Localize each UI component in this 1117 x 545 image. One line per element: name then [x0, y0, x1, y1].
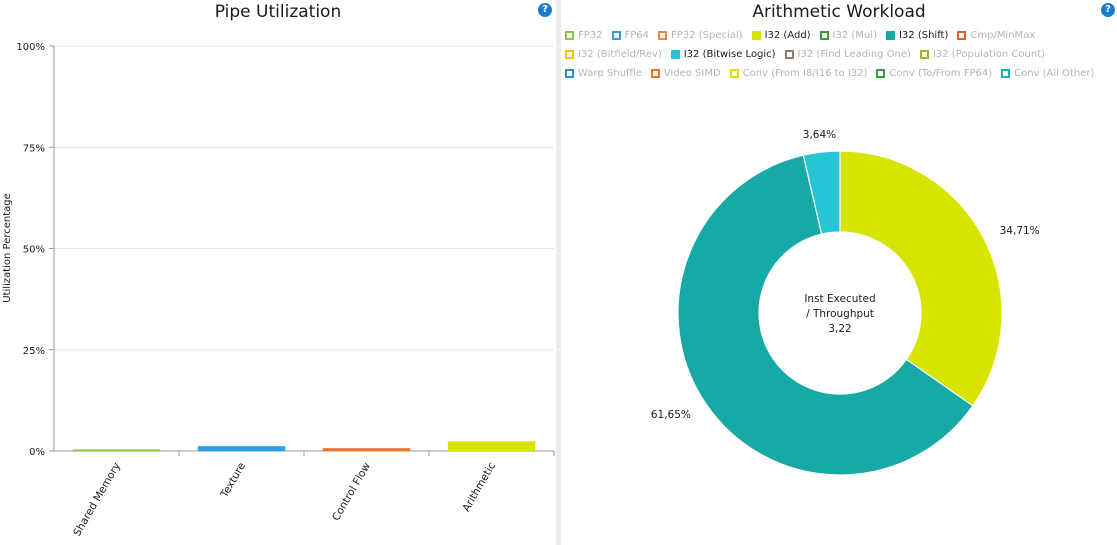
legend-label: Conv (All Other) [1014, 68, 1095, 79]
y-tick-label: 75% [23, 143, 45, 154]
pipe-utilization-panel: Pipe Utilization ? 0% 25% 50% 75% 100% Share… [0, 0, 556, 545]
panel-divider [556, 0, 561, 545]
legend-swatch-icon [784, 50, 794, 59]
legend-swatch-icon [919, 50, 929, 59]
legend-swatch-icon [957, 31, 967, 40]
legend-swatch-icon [876, 69, 886, 78]
legend-item-i32-population-count[interactable]: I32 (Population Count) [919, 49, 1046, 60]
legend-row: I32 (Bitfield/Rev) I32 (Bitwise Logic) I32… [565, 45, 1117, 64]
legend-label: FP32 (Special) [671, 30, 743, 41]
legend-item-i32-find-leading-one[interactable]: I32 (Find Leading One) [784, 49, 911, 60]
legend-swatch-icon [885, 31, 895, 40]
center-label-line2: / Throughput [806, 308, 874, 320]
legend-label: Conv (To/From FP64) [889, 68, 993, 79]
legend-item-conv-from-i8-i16-to-i32[interactable]: Conv (From I8/I16 to I32) [729, 68, 868, 79]
legend-row: FP32 FP64 FP32 (Special) I32 (Add) I32 (Mul)… [565, 26, 1117, 45]
bar-texture[interactable] [197, 446, 286, 451]
pipe-utilization-help-icon[interactable]: ? [538, 3, 552, 17]
legend-label: I32 (Population Count) [932, 49, 1046, 60]
slice-value-label: 61,65% [651, 409, 691, 421]
slice-i32-bitwise-logic[interactable] [802, 150, 841, 235]
y-tick-label: 0% [29, 447, 45, 458]
x-tick-label: Texture [218, 461, 248, 501]
legend-label: FP32 [578, 30, 603, 41]
slice-value-label: 34,71% [1000, 225, 1040, 237]
legend-swatch-icon [565, 31, 574, 40]
legend-label: Conv (From I8/I16 to I32) [742, 68, 868, 79]
legend-label: Cmp/MinMax [970, 30, 1036, 41]
legend-label: I32 (Add) [764, 30, 811, 41]
slice-i32-add[interactable] [839, 150, 1003, 407]
legend-item-conv-to-from-fp64[interactable]: Conv (To/From FP64) [876, 68, 992, 79]
legend-item-fp32-special[interactable]: FP32 (Special) [658, 30, 743, 41]
legend-item-i32-mul[interactable]: I32 (Mul) [819, 30, 877, 41]
legend-item-i32-bitwise-logic[interactable]: I32 (Bitwise Logic) [670, 49, 776, 60]
center-label-line1: Inst Executed [804, 293, 875, 305]
legend-label: Video SIMD [663, 68, 721, 79]
legend-label: Warp Shuffle [578, 68, 642, 79]
pipe-utilization-chart: 0% 25% 50% 75% 100% Shared Memory Texture Cont… [2, 42, 555, 539]
legend-swatch-icon [565, 69, 574, 78]
arithmetic-workload-title: Arithmetic Workload [752, 2, 926, 22]
legend-swatch-icon [1001, 69, 1011, 78]
x-tick-label: Shared Memory [71, 461, 123, 539]
legend-label: FP64 [624, 30, 650, 41]
y-tick-label: 50% [23, 245, 45, 256]
legend-item-i32-shift[interactable]: I32 (Shift) [885, 30, 949, 41]
bar-shared-memory[interactable] [72, 449, 161, 451]
y-tick-label: 25% [23, 346, 45, 357]
legend-swatch-icon [729, 69, 739, 78]
arithmetic-legend: FP32 FP64 FP32 (Special) I32 (Add) I32 (Mul)… [565, 26, 1117, 83]
slice-i32-shift[interactable] [677, 154, 974, 476]
legend-item-fp64[interactable]: FP64 [611, 30, 650, 41]
legend-item-video-simd[interactable]: Video SIMD [650, 68, 721, 79]
legend-row: Warp Shuffle Video SIMD Conv (From I8/I16 … [565, 64, 1117, 83]
legend-swatch-icon [819, 31, 829, 40]
legend-label: I32 (Shift) [898, 30, 949, 41]
legend-swatch-icon [565, 50, 574, 59]
arithmetic-workload-help-icon[interactable]: ? [1101, 3, 1115, 17]
x-tick-label: Arithmetic [460, 460, 498, 514]
center-label-value: 3,22 [828, 323, 851, 335]
legend-item-i32-add[interactable]: I32 (Add) [751, 30, 811, 41]
slice-value-label: 3,64% [803, 129, 836, 141]
x-tick-label: Control Flow [330, 460, 373, 523]
legend-item-fp32[interactable]: FP32 [565, 30, 603, 41]
legend-swatch-icon [611, 31, 621, 40]
legend-item-warp-shuffle[interactable]: Warp Shuffle [565, 68, 642, 79]
legend-item-conv-all-other[interactable]: Conv (All Other) [1001, 68, 1094, 79]
legend-label: I32 (Bitfield/Rev) [578, 49, 662, 60]
bar-arithmetic[interactable] [447, 441, 536, 451]
legend-label: I32 (Mul) [832, 30, 877, 41]
legend-label: I32 (Find Leading One) [797, 49, 911, 60]
legend-item-cmp-minmax[interactable]: Cmp/MinMax [957, 30, 1035, 41]
legend-label: I32 (Bitwise Logic) [683, 49, 776, 60]
legend-swatch-icon [670, 50, 680, 59]
legend-item-i32-bitfield-rev[interactable]: I32 (Bitfield/Rev) [565, 49, 662, 60]
y-tick-label: 100% [16, 42, 45, 53]
bar-control-flow[interactable] [322, 448, 411, 451]
pipe-utilization-title: Pipe Utilization [214, 2, 342, 22]
y-axis-label: Utilization Percentage [2, 193, 13, 303]
legend-swatch-icon [751, 31, 761, 40]
arithmetic-workload-panel: Arithmetic Workload ? FP32 FP64 FP32 (Spec… [561, 0, 1117, 545]
legend-swatch-icon [658, 31, 668, 40]
legend-swatch-icon [650, 69, 660, 78]
